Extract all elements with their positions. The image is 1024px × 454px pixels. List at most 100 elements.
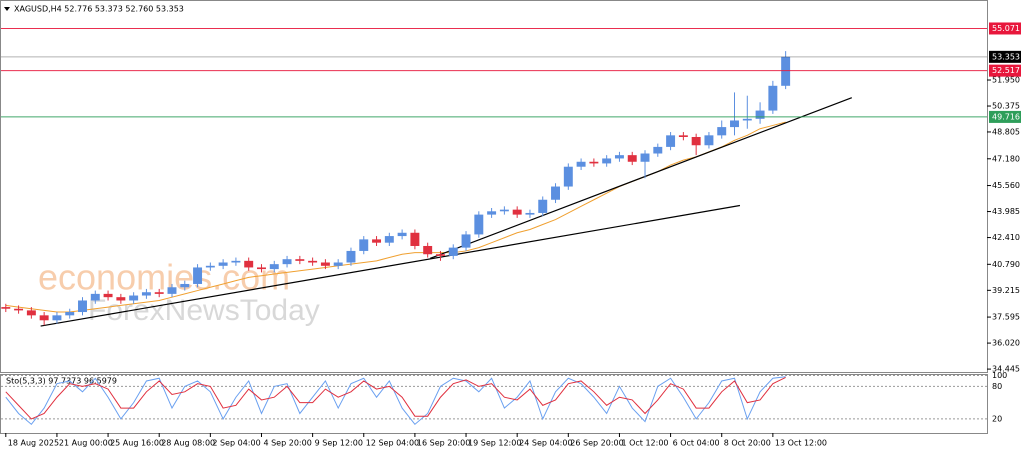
- candle-body: [90, 293, 100, 301]
- candle-body: [461, 234, 471, 248]
- y-tick-label: 20: [992, 414, 1002, 423]
- candle-body: [653, 146, 663, 154]
- candle-body: [538, 199, 548, 213]
- level-label: 55.071: [992, 24, 1020, 33]
- candle-body: [129, 295, 139, 301]
- candle-body: [39, 315, 49, 321]
- y-tick-label: 43.985: [992, 207, 1020, 216]
- candle-body: [205, 265, 215, 268]
- candle-body: [154, 292, 164, 294]
- y-tick-label: 42.410: [992, 233, 1020, 242]
- menu-arrow: [4, 7, 10, 11]
- x-tick-label: 2 Sep 04:00: [212, 439, 260, 448]
- candle-body: [269, 264, 279, 270]
- y-tick-label: 39.215: [992, 286, 1020, 295]
- x-tick-label: 26 Sep 20:00: [570, 439, 623, 448]
- x-tick-label: 16 Sep 20:00: [417, 439, 470, 448]
- y-tick-label: 45.560: [992, 181, 1020, 190]
- candle-body: [231, 260, 241, 263]
- candle-body: [103, 293, 113, 298]
- candle-body: [678, 135, 688, 137]
- candle-body: [614, 155, 624, 159]
- candle-body: [589, 161, 599, 164]
- candle-body: [576, 161, 586, 167]
- candle-body: [435, 254, 445, 256]
- x-tick-label: 6 Oct 04:00: [673, 439, 720, 448]
- candle-body: [602, 158, 612, 164]
- y-tick-label: 50.375: [992, 102, 1020, 111]
- level-label-box: [989, 110, 1021, 123]
- x-tick-label: 25 Aug 16:00: [110, 439, 164, 448]
- oscillator-line: [5, 376, 786, 420]
- candle-body: [755, 110, 765, 119]
- x-tick-label: 18 Aug 2025: [8, 439, 59, 448]
- candle-body: [397, 232, 407, 237]
- header: XAGUSD,H4 52.776 53.373 52.760 53.353: [14, 5, 184, 14]
- watermark: ForexNewsToday: [88, 294, 320, 327]
- candle-body: [372, 239, 382, 243]
- level-label: 49.716: [992, 112, 1020, 121]
- candle-body: [218, 262, 228, 266]
- candle-body: [26, 310, 36, 316]
- main-panel: [0, 0, 988, 373]
- level-label-box: [989, 50, 1021, 63]
- x-tick-label: 9 Sep 12:00: [315, 439, 363, 448]
- y-tick-label: 100: [992, 371, 1007, 380]
- y-tick-label: 36.020: [992, 339, 1020, 348]
- candle-body: [320, 262, 330, 266]
- x-tick-label: 13 Oct 12:00: [775, 439, 827, 448]
- candle-body: [704, 135, 714, 146]
- candle-body: [78, 300, 87, 313]
- candle-body: [691, 136, 701, 146]
- candle-body: [346, 250, 356, 263]
- candle-body: [423, 245, 433, 255]
- candle-body: [551, 186, 560, 200]
- candle-body: [282, 259, 292, 265]
- oscillator-line: [5, 376, 786, 426]
- y-tick-label: 37.595: [992, 313, 1020, 322]
- candle-body: [257, 267, 266, 270]
- y-tick-label: 51.950: [992, 76, 1020, 85]
- candle-body: [499, 209, 509, 212]
- level-label-box: [989, 64, 1021, 77]
- x-tick-label: 24 Sep 04:00: [519, 439, 572, 448]
- y-tick-label: 34.445: [992, 365, 1020, 374]
- y-tick-label: 80: [992, 382, 1002, 391]
- candle-body: [410, 232, 420, 246]
- candle-body: [474, 214, 484, 235]
- x-tick-label: 4 Sep 20:00: [263, 439, 311, 448]
- x-tick-label: 28 Aug 08:00: [161, 439, 215, 448]
- x-tick-label: 8 Oct 20:00: [724, 439, 771, 448]
- candle-body: [666, 135, 676, 147]
- candle-body: [308, 260, 318, 263]
- candle-body: [448, 247, 458, 256]
- trendline: [40, 204, 741, 327]
- x-tick-label: 19 Sep 12:00: [468, 439, 521, 448]
- candle-body: [525, 212, 535, 215]
- candle-body: [193, 267, 203, 284]
- candle-body: [295, 259, 305, 261]
- candle-body: [359, 239, 369, 251]
- candle-body: [781, 56, 791, 86]
- candle-body: [1, 307, 11, 309]
- candle-body: [65, 312, 75, 316]
- y-tick-label: 47.180: [992, 154, 1020, 163]
- candle-body: [141, 292, 151, 296]
- candle-body: [116, 297, 126, 301]
- trendline: [430, 97, 853, 259]
- level-label-box: [989, 22, 1021, 35]
- candle-body: [487, 211, 497, 215]
- candle-body: [167, 287, 177, 294]
- candle-body: [640, 153, 650, 162]
- candle-body: [384, 236, 394, 243]
- candle-body: [244, 260, 254, 268]
- x-tick-label: 21 Aug 00:00: [59, 439, 113, 448]
- candle-body: [730, 120, 739, 128]
- candle-body: [333, 262, 343, 266]
- x-tick-label: 12 Sep 04:00: [366, 439, 419, 448]
- candle-body: [512, 209, 522, 215]
- candle-body: [742, 118, 752, 121]
- level-label: 52.517: [992, 66, 1020, 75]
- candle-body: [768, 85, 778, 111]
